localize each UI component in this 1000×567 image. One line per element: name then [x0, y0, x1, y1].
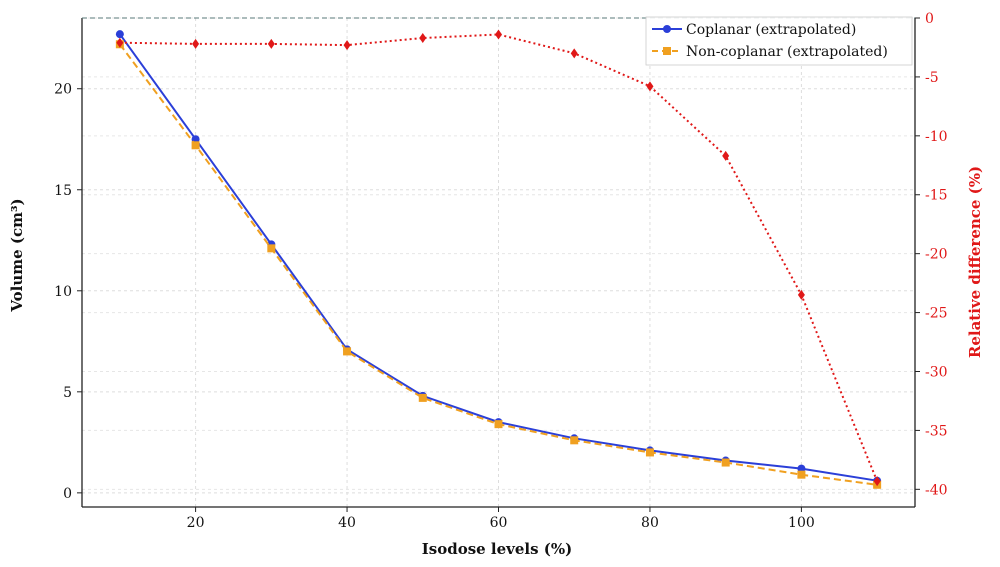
right-y-tick-label: -10	[925, 129, 948, 145]
series-1-point-80	[645, 448, 654, 457]
left-y-tick-label: 20	[54, 82, 72, 98]
legend-marker-coplanar	[663, 25, 671, 33]
series-2-point-60	[495, 29, 502, 40]
series-2-point-70	[570, 48, 578, 59]
left-y-tick-label: 10	[54, 284, 72, 300]
series-2-point-100	[797, 289, 805, 300]
grid	[82, 17, 915, 507]
series-2-point-40	[343, 40, 351, 51]
series-2-point-90	[722, 150, 730, 161]
left-y-axis-title: Volume (cm³)	[8, 198, 26, 312]
x-tick-label: 60	[490, 515, 508, 531]
series-line-0	[119, 33, 878, 482]
series-layer	[115, 29, 882, 489]
right-y-tick-label: -5	[925, 70, 939, 86]
right-y-tick-label: -40	[925, 482, 948, 498]
legend: Coplanar (extrapolated) Non-coplanar (ex…	[645, 16, 913, 66]
left-y-axis: 0 5 10 15 20	[54, 82, 82, 502]
series-1-point-40	[343, 347, 352, 356]
series-2-point-110	[873, 476, 881, 487]
series-2-point-30	[267, 38, 275, 49]
x-tick-label: 80	[641, 515, 659, 531]
series-0-point-10	[115, 30, 124, 39]
series-1-point-50	[418, 393, 427, 402]
right-y-tick-label: -20	[925, 247, 948, 263]
legend-box	[645, 16, 913, 66]
series-0-point-100	[797, 464, 806, 473]
series-1-point-20	[191, 141, 200, 150]
series-line-2	[119, 33, 879, 482]
left-y-tick-label: 0	[63, 486, 72, 502]
right-y-tick-label: -15	[925, 188, 948, 204]
series-2-point-10	[116, 37, 124, 48]
series-1-point-60	[494, 420, 503, 429]
series-2-point-50	[419, 33, 427, 44]
x-tick-label: 40	[338, 515, 356, 531]
series-1-point-100	[797, 470, 806, 479]
legend-label-coplanar: Coplanar (extrapolated)	[686, 22, 856, 38]
series-1-point-70	[570, 436, 579, 445]
right-y-tick-label: -30	[925, 364, 948, 380]
x-axis-title: Isodose levels (%)	[422, 540, 572, 558]
right-y-tick-label: -25	[925, 306, 948, 322]
right-y-tick-label: 0	[925, 11, 934, 27]
right-y-tick-label: -35	[925, 423, 948, 439]
x-tick-label: 100	[788, 515, 815, 531]
legend-marker-noncoplanar	[663, 47, 671, 55]
legend-label-noncoplanar: Non-coplanar (extrapolated)	[686, 44, 888, 60]
right-y-axis: 0 -5 -10 -15 -20 -25 -30 -35 -40	[915, 11, 948, 498]
left-y-tick-label: 15	[54, 183, 72, 199]
series-1-point-90	[721, 458, 730, 467]
left-y-tick-label: 5	[63, 385, 72, 401]
right-y-axis-title: Relative difference (%)	[966, 166, 984, 358]
series-2-point-20	[192, 38, 200, 49]
x-tick-label: 20	[187, 515, 205, 531]
series-1-point-30	[267, 244, 276, 253]
series-2-point-80	[646, 81, 654, 92]
x-axis: 20 40 60 80 100	[187, 507, 815, 531]
